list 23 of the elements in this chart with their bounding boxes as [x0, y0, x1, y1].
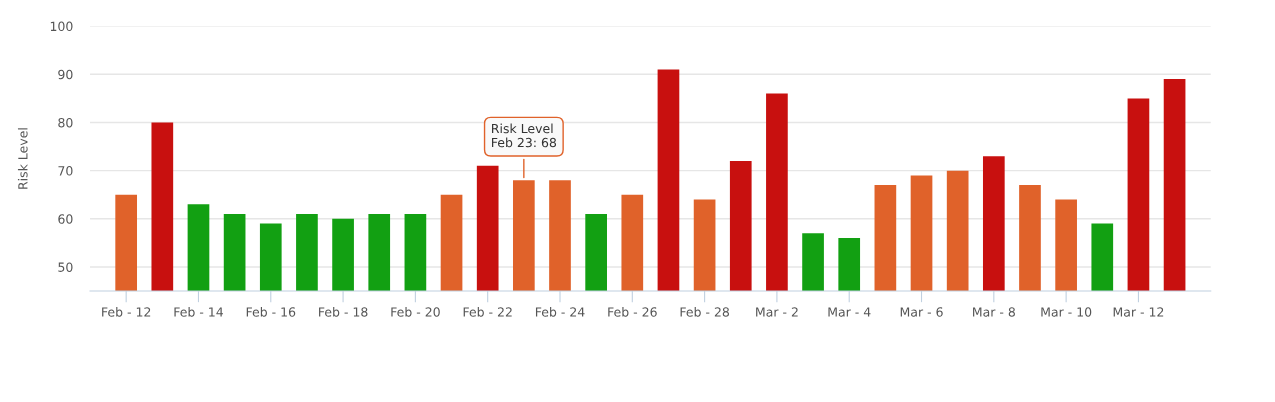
- x-tick-label: Mar - 12: [1113, 307, 1164, 317]
- x-tick-label: Feb - 12: [102, 307, 151, 317]
- x-tick-label: Feb - 26: [608, 307, 657, 317]
- x-tick-label: Feb - 18: [319, 307, 368, 317]
- y-tick-label: 70: [58, 166, 73, 176]
- x-tick-label: Feb - 24: [535, 307, 585, 317]
- y-tick-label: 100: [50, 21, 73, 32]
- x-tick-label: Mar - 10: [1041, 307, 1092, 317]
- x-tick-label: Feb - 28: [680, 307, 729, 317]
- y-tick-label: 60: [58, 214, 73, 224]
- x-tick-label: Mar - 2: [756, 307, 798, 317]
- y-tick-label: 50: [58, 262, 73, 272]
- y-axis-title: Risk Level: [17, 128, 28, 189]
- x-tick-label: Feb - 20: [391, 307, 440, 317]
- y-tick-label: 80: [58, 117, 73, 128]
- x-tick-label: Feb - 14: [174, 307, 224, 317]
- x-tick-label: Feb - 16: [246, 307, 296, 317]
- x-tick-label: Feb - 22: [463, 307, 512, 317]
- x-tick-label: Mar - 6: [900, 307, 943, 317]
- y-tick-label: 90: [58, 69, 73, 80]
- x-tick-label: Mar - 4: [828, 307, 871, 317]
- x-tick-label: Mar - 8: [973, 307, 1015, 317]
- annotation: Risk Level Feb 23: 68: [492, 123, 557, 148]
